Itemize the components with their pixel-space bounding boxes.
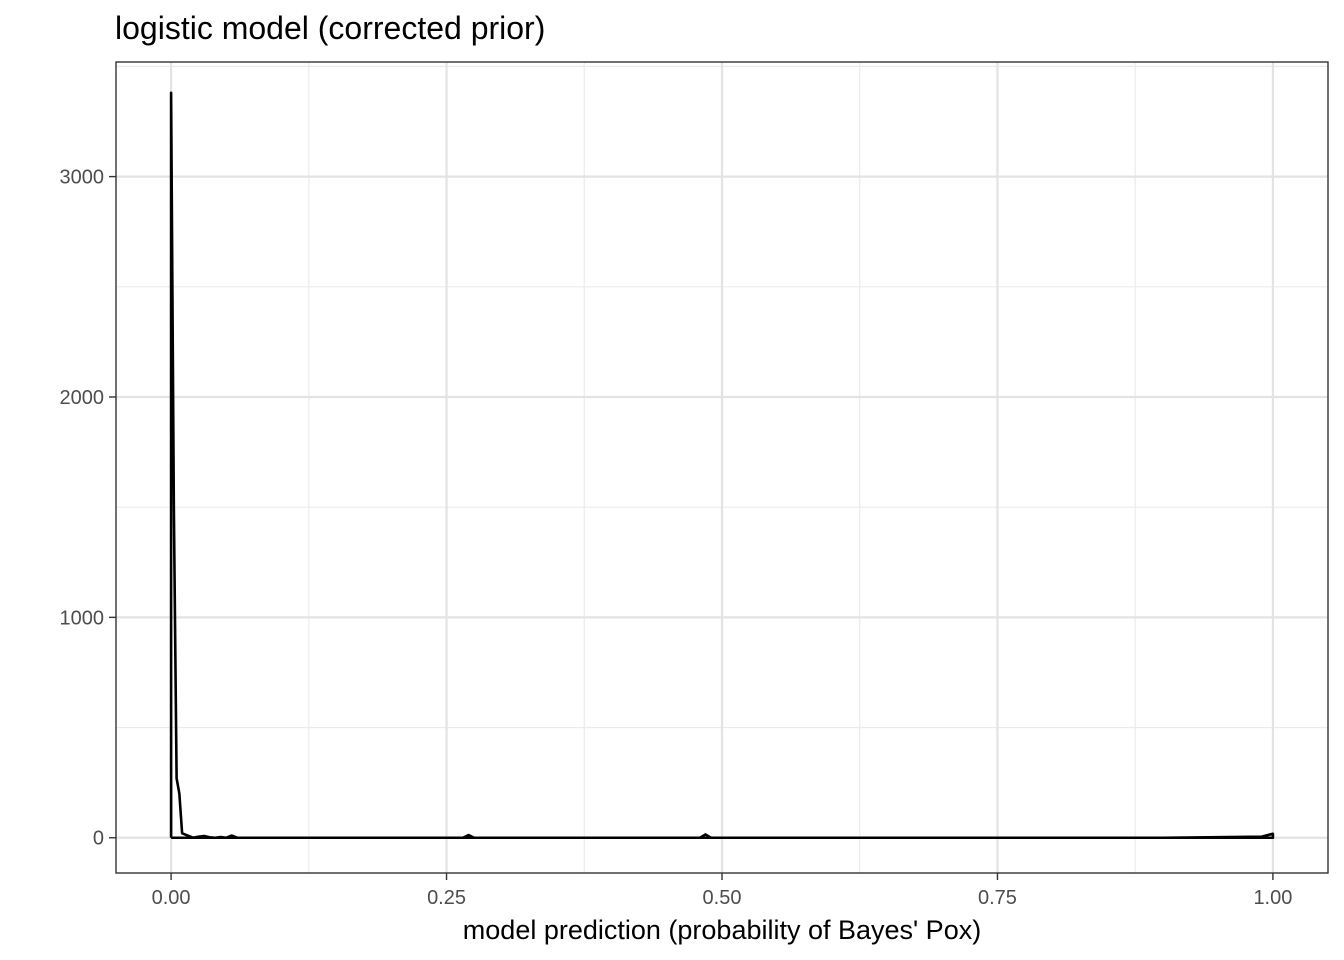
chart-title: logistic model (corrected prior) <box>115 10 545 46</box>
x-axis-title: model prediction (probability of Bayes' … <box>463 915 981 945</box>
x-tick-label: 0.50 <box>703 887 742 909</box>
x-tick-label: 0.00 <box>152 887 191 909</box>
x-axis: 0.00 0.25 0.50 0.75 1.00 <box>152 873 1292 909</box>
x-tick-label: 0.25 <box>427 887 466 909</box>
y-tick-label: 0 <box>93 828 104 850</box>
x-tick-label: 0.75 <box>978 887 1017 909</box>
y-tick-label: 1000 <box>60 607 105 629</box>
y-axis: 0 1000 2000 3000 <box>60 167 116 850</box>
density-line <box>169 91 1275 840</box>
y-tick-label: 3000 <box>60 167 105 189</box>
y-tick-label: 2000 <box>60 387 105 409</box>
x-tick-label: 1.00 <box>1253 887 1292 909</box>
